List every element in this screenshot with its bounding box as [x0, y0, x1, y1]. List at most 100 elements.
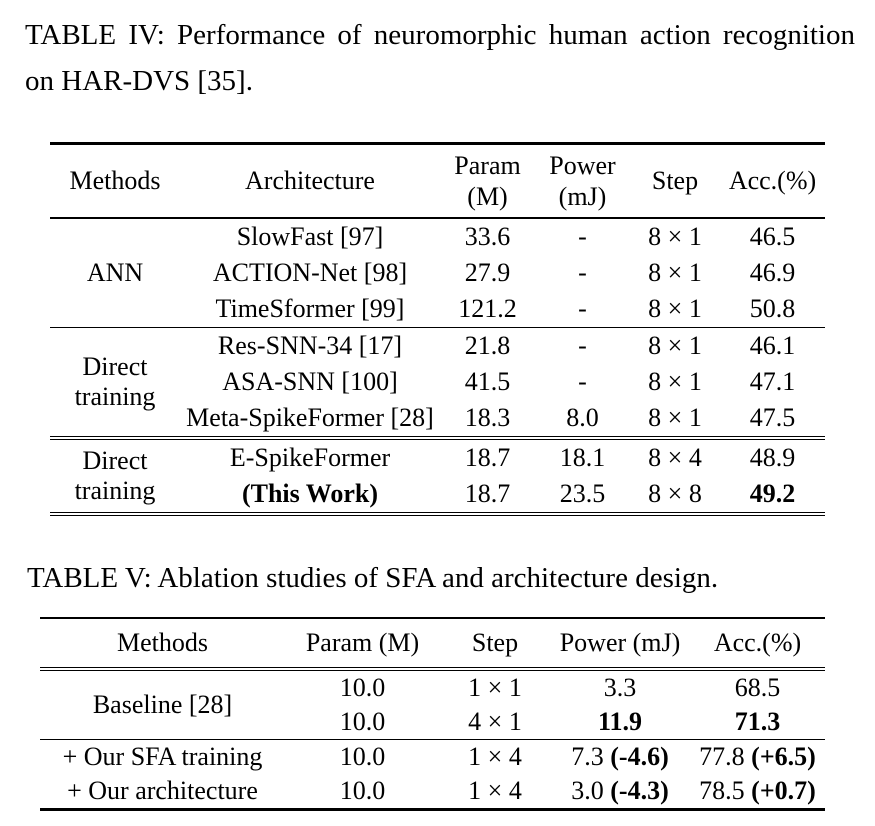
table-row: (This Work) 18.7 23.5 8 × 8 49.2 [50, 476, 825, 514]
power-cell: - [578, 331, 587, 360]
col-header-power-line1: Power [549, 151, 616, 180]
table-v: Methods Param (M) Step Power (mJ) Acc.(%… [40, 617, 825, 811]
table-row: Direct training Res-SNN-34 [17] 21.8 - 8… [50, 327, 825, 440]
power-value: 3.0 [571, 776, 604, 805]
step-cell: 8 × 1 [630, 291, 720, 328]
step-cell: 8 × 1 [648, 331, 702, 360]
param-cell: 10.0 [339, 742, 386, 771]
step-cell: 1 × 4 [468, 742, 522, 771]
col-header-param: Param (M) [285, 618, 440, 671]
param-cell: 121.2 [440, 291, 535, 328]
method-group-direct-training-this-work: Direct training [74, 446, 156, 505]
architecture-cell: ASA-SNN [100] [222, 367, 398, 396]
param-cell: 10.0 [285, 705, 440, 740]
col-header-step: Step [440, 618, 550, 671]
table-row: TimeSformer [99] 121.2 - 8 × 1 50.8 [50, 291, 825, 328]
acc-cell: 78.5 (+0.7) [690, 774, 825, 810]
step-cell: 8 × 1 [648, 258, 702, 287]
method-our-architecture: + Our architecture [67, 776, 258, 805]
table-row: ASA-SNN [100] 41.5 - 8 × 1 47.1 [50, 364, 825, 400]
power-value: 7.3 [571, 742, 604, 771]
step-cell: 8 × 4 [648, 443, 702, 472]
acc-cell: 46.5 [749, 222, 796, 251]
col-header-power: Power (mJ) [535, 143, 630, 219]
col-header-methods: Methods [40, 618, 285, 671]
acc-delta: (+0.7) [751, 776, 816, 805]
step-cell: 8 × 1 [648, 367, 702, 396]
acc-delta: (+6.5) [751, 742, 816, 771]
table-row: 10.0 4 × 1 11.9 71.3 [40, 705, 825, 740]
col-header-param: Param (M) [440, 143, 535, 219]
power-delta: (-4.6) [610, 742, 669, 771]
step-cell: 8 × 1 [648, 222, 702, 251]
acc-value: 78.5 [699, 776, 745, 805]
table-v-caption: TABLE V: Ablation studies of SFA and arc… [27, 562, 719, 594]
table-row: + Our SFA training 10.0 1 × 4 7.3 (-4.6)… [40, 740, 825, 775]
param-cell: 21.8 [464, 331, 511, 360]
param-cell: 18.3 [440, 400, 535, 440]
col-header-power-line2: (mJ) [558, 182, 607, 211]
step-cell: 1 × 1 [468, 673, 522, 702]
acc-value: 77.8 [699, 742, 745, 771]
col-header-power: Power (mJ) [550, 618, 690, 671]
architecture-cell: TimeSformer [99] [180, 291, 440, 328]
table-row: Baseline [28] 10.0 1 × 1 3.3 68.5 [40, 669, 825, 740]
param-cell: 18.7 [464, 479, 511, 508]
step-cell: 1 × 4 [468, 776, 522, 805]
acc-cell-best: 71.3 [690, 705, 825, 740]
acc-cell: 46.1 [749, 331, 796, 360]
table-v-header: Methods Param (M) Step Power (mJ) Acc.(%… [40, 618, 825, 671]
architecture-cell-this-work: (This Work) [241, 479, 379, 508]
acc-cell-best: 49.2 [749, 479, 796, 508]
architecture-cell: Meta-SpikeFormer [28] [180, 400, 440, 440]
power-delta: (-4.3) [610, 776, 669, 805]
table-iv-caption: TABLE IV: Performance of neuromorphic hu… [25, 19, 855, 97]
architecture-cell: E-SpikeFormer [229, 443, 391, 472]
method-baseline: Baseline [28] [40, 669, 285, 740]
table-iv-header: Methods Architecture Param (M) Power (mJ… [50, 143, 825, 219]
col-header-param-line1: Param [454, 151, 521, 180]
method-group-ann: ANN [50, 218, 180, 328]
col-header-step: Step [630, 143, 720, 219]
acc-cell: 47.1 [749, 367, 796, 396]
power-cell: 3.3 [603, 673, 637, 702]
power-cell: - [535, 291, 630, 328]
table-row: ANN SlowFast [97] 33.6 - 8 × 1 46.5 [50, 218, 825, 328]
architecture-cell: SlowFast [97] [236, 222, 384, 251]
col-header-param-line2: (M) [467, 182, 508, 211]
table-row: + Our architecture 10.0 1 × 4 3.0 (-4.3)… [40, 774, 825, 810]
power-cell: - [578, 367, 587, 396]
acc-cell: 47.5 [720, 400, 825, 440]
method-group-direct-training: Direct training [50, 327, 180, 440]
acc-cell: 48.9 [749, 443, 796, 472]
param-cell: 10.0 [339, 673, 386, 702]
col-header-architecture: Architecture [180, 143, 440, 219]
table-row: Direct training E-SpikeFormer 18.7 18.1 … [50, 438, 825, 505]
acc-cell: 50.8 [720, 291, 825, 328]
param-cell: 27.9 [464, 258, 511, 287]
architecture-cell: ACTION-Net [98] [212, 258, 408, 287]
table-row: ACTION-Net [98] 27.9 - 8 × 1 46.9 [50, 255, 825, 291]
power-cell: 3.0 (-4.3) [550, 774, 690, 810]
method-sfa-training: + Our SFA training [62, 742, 263, 771]
table-iv: Methods Architecture Param (M) Power (mJ… [50, 142, 825, 516]
power-cell: - [578, 258, 587, 287]
param-cell: 41.5 [464, 367, 511, 396]
col-header-methods: Methods [50, 143, 180, 219]
table-iv-header-row: Methods Architecture Param (M) Power (mJ… [50, 143, 825, 219]
power-cell: 23.5 [559, 479, 606, 508]
architecture-cell: Res-SNN-34 [17] [217, 331, 403, 360]
step-cell: 4 × 1 [440, 705, 550, 740]
param-cell: 18.7 [464, 443, 511, 472]
table-v-header-row: Methods Param (M) Step Power (mJ) Acc.(%… [40, 618, 825, 671]
param-cell: 10.0 [339, 776, 386, 805]
power-cell-best: 11.9 [550, 705, 690, 740]
acc-cell: 68.5 [734, 673, 781, 702]
power-cell: 18.1 [559, 443, 606, 472]
power-cell: - [578, 222, 587, 251]
step-cell: 8 × 1 [630, 400, 720, 440]
param-cell: 33.6 [464, 222, 511, 251]
power-cell: 8.0 [535, 400, 630, 440]
col-header-acc: Acc.(%) [690, 618, 825, 671]
acc-cell: 77.8 (+6.5) [690, 740, 825, 775]
